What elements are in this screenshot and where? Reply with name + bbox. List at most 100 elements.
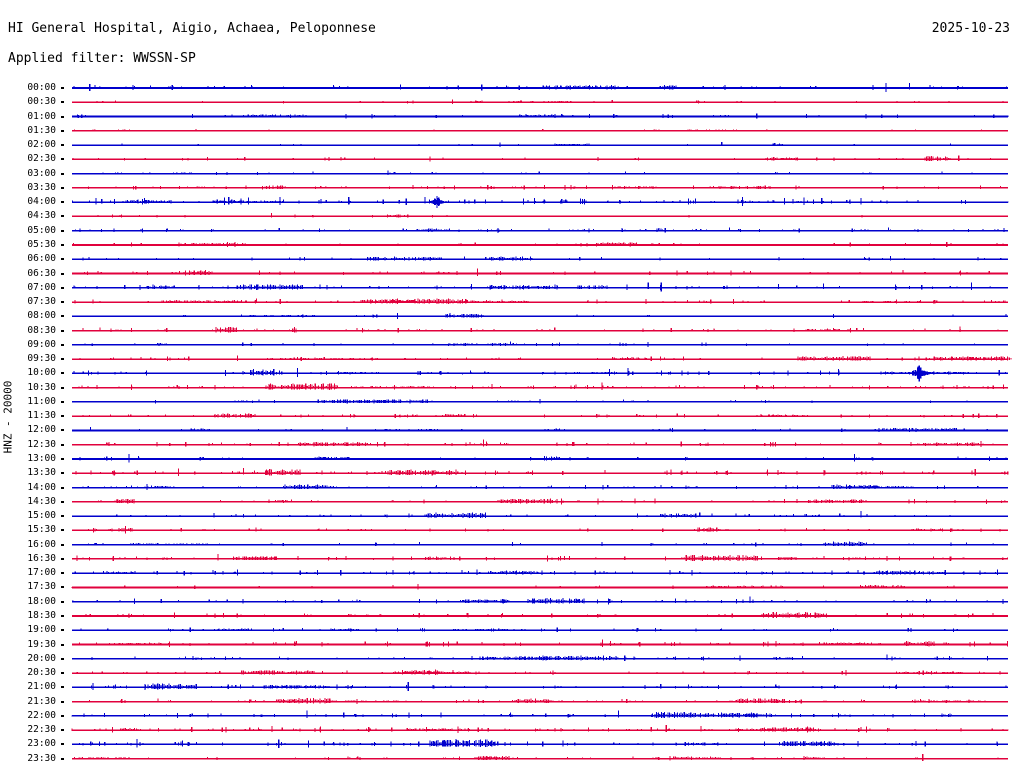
time-tick-1230: 12:30 bbox=[22, 438, 56, 450]
time-axis-tick bbox=[61, 329, 64, 332]
time-tick-1430: 14:30 bbox=[22, 496, 56, 507]
time-tick-0400: 04:00 bbox=[22, 197, 56, 207]
time-tick-label: 06:30 bbox=[27, 267, 56, 279]
time-axis-tick bbox=[61, 129, 64, 132]
time-tick-label: 23:30 bbox=[27, 752, 56, 764]
time-tick-label: 22:30 bbox=[27, 724, 56, 736]
time-tick-1700: 17:00 bbox=[22, 568, 56, 578]
time-axis-tick bbox=[61, 600, 64, 603]
time-axis-tick bbox=[61, 443, 64, 446]
time-tick-2000: 20:00 bbox=[22, 653, 56, 664]
time-tick-1800: 18:00 bbox=[22, 596, 56, 607]
time-axis-tick bbox=[61, 201, 64, 204]
time-tick-label: 00:30 bbox=[27, 96, 56, 108]
time-tick-0300: 03:00 bbox=[22, 168, 56, 179]
time-axis-tick bbox=[61, 186, 64, 189]
time-axis-tick bbox=[61, 700, 64, 703]
time-axis-tick bbox=[61, 543, 64, 546]
time-tick-1400: 14:00 bbox=[22, 481, 56, 493]
time-tick-2100: 21:00 bbox=[22, 682, 56, 692]
time-tick-0030: 00:30 bbox=[22, 97, 56, 107]
time-axis-tick bbox=[61, 286, 64, 289]
time-axis-tick bbox=[61, 386, 64, 389]
time-tick-0700: 07:00 bbox=[22, 281, 56, 293]
time-tick-label: 04:30 bbox=[27, 210, 56, 222]
time-tick-1930: 19:30 bbox=[22, 639, 56, 650]
time-tick-1630: 16:30 bbox=[22, 552, 56, 564]
time-tick-0330: 03:30 bbox=[22, 182, 56, 193]
time-axis-tick bbox=[61, 272, 64, 275]
time-tick-label: 09:30 bbox=[27, 353, 56, 365]
applied-filter-label: Applied filter: WWSSN-SP bbox=[8, 51, 196, 66]
time-axis-tick bbox=[61, 714, 64, 717]
time-axis-tick bbox=[61, 586, 64, 589]
time-tick-label: 17:30 bbox=[27, 581, 56, 593]
time-tick-0200: 02:00 bbox=[22, 140, 56, 150]
seismic-traces bbox=[71, 82, 1012, 762]
helicorder-plot-area: 00:00 00:30 01:00 01:30 02:00 02:30 03:00 03:30… bbox=[0, 78, 1024, 772]
time-axis-tick bbox=[61, 158, 64, 161]
time-axis-tick bbox=[61, 301, 64, 304]
time-axis-tick bbox=[61, 429, 64, 432]
time-axis-tick bbox=[61, 557, 64, 560]
time-tick-label: 02:00 bbox=[27, 139, 56, 151]
time-tick-label: 14:00 bbox=[27, 481, 56, 493]
time-tick-2330: 23:30 bbox=[22, 752, 56, 764]
time-axis-tick bbox=[61, 729, 64, 732]
time-tick-label: 21:00 bbox=[27, 681, 56, 693]
time-tick-label: 22:00 bbox=[27, 709, 56, 721]
time-tick-2230: 22:30 bbox=[22, 725, 56, 735]
time-tick-label: 00:00 bbox=[27, 82, 56, 93]
time-tick-label: 20:30 bbox=[27, 667, 56, 679]
time-tick-label: 15:30 bbox=[27, 524, 56, 536]
time-tick-label: 23:00 bbox=[27, 738, 56, 750]
time-axis-tick bbox=[61, 415, 64, 418]
time-tick-0100: 01:00 bbox=[22, 111, 56, 122]
time-tick-0000: 00:00 bbox=[22, 83, 56, 93]
time-tick-label: 16:30 bbox=[27, 552, 56, 564]
time-tick-label: 02:30 bbox=[27, 153, 56, 165]
time-axis-tick bbox=[61, 258, 64, 261]
time-tick-label: 04:00 bbox=[27, 196, 56, 208]
time-tick-label: 16:00 bbox=[27, 538, 56, 550]
time-tick-label: 12:00 bbox=[27, 424, 56, 436]
time-tick-label: 13:30 bbox=[27, 467, 56, 479]
time-axis-tick bbox=[61, 358, 64, 361]
time-axis-tick bbox=[61, 372, 64, 375]
time-tick-2300: 23:00 bbox=[22, 739, 56, 749]
time-axis-tick bbox=[61, 657, 64, 660]
time-tick-label: 07:30 bbox=[27, 296, 56, 308]
time-axis-tick bbox=[61, 515, 64, 518]
time-axis-tick bbox=[61, 629, 64, 632]
time-axis-tick bbox=[61, 458, 64, 461]
time-tick-label: 12:30 bbox=[27, 438, 56, 450]
time-tick-label: 08:00 bbox=[27, 310, 56, 322]
time-tick-0130: 01:30 bbox=[22, 125, 56, 136]
time-tick-label: 21:30 bbox=[27, 695, 56, 707]
time-axis-tick bbox=[61, 229, 64, 232]
time-tick-1830: 18:30 bbox=[22, 609, 56, 621]
time-axis-tick bbox=[61, 87, 64, 89]
time-tick-label: 11:30 bbox=[27, 410, 56, 422]
time-axis-tick bbox=[61, 315, 64, 318]
time-tick-0530: 05:30 bbox=[22, 238, 56, 250]
time-tick-label: 19:00 bbox=[27, 624, 56, 636]
time-tick-label: 10:30 bbox=[27, 381, 56, 393]
time-tick-label: 10:00 bbox=[27, 367, 56, 379]
time-tick-1130: 11:30 bbox=[22, 411, 56, 421]
time-tick-2030: 20:30 bbox=[22, 668, 56, 678]
time-axis-tick bbox=[61, 144, 64, 147]
time-tick-label: 09:00 bbox=[27, 338, 56, 350]
time-tick-label: 18:30 bbox=[27, 609, 56, 621]
time-tick-label: 11:00 bbox=[27, 395, 56, 407]
time-axis-tick bbox=[61, 686, 64, 689]
time-tick-0830: 08:30 bbox=[22, 325, 56, 336]
time-tick-label: 05:30 bbox=[27, 238, 56, 250]
time-tick-0600: 06:00 bbox=[22, 254, 56, 264]
time-tick-label: 07:00 bbox=[27, 281, 56, 293]
time-axis-tick bbox=[61, 343, 64, 346]
time-tick-0730: 07:30 bbox=[22, 297, 56, 307]
time-axis-tick bbox=[61, 101, 64, 104]
time-tick-0230: 02:30 bbox=[22, 154, 56, 164]
time-tick-1330: 13:30 bbox=[22, 468, 56, 478]
